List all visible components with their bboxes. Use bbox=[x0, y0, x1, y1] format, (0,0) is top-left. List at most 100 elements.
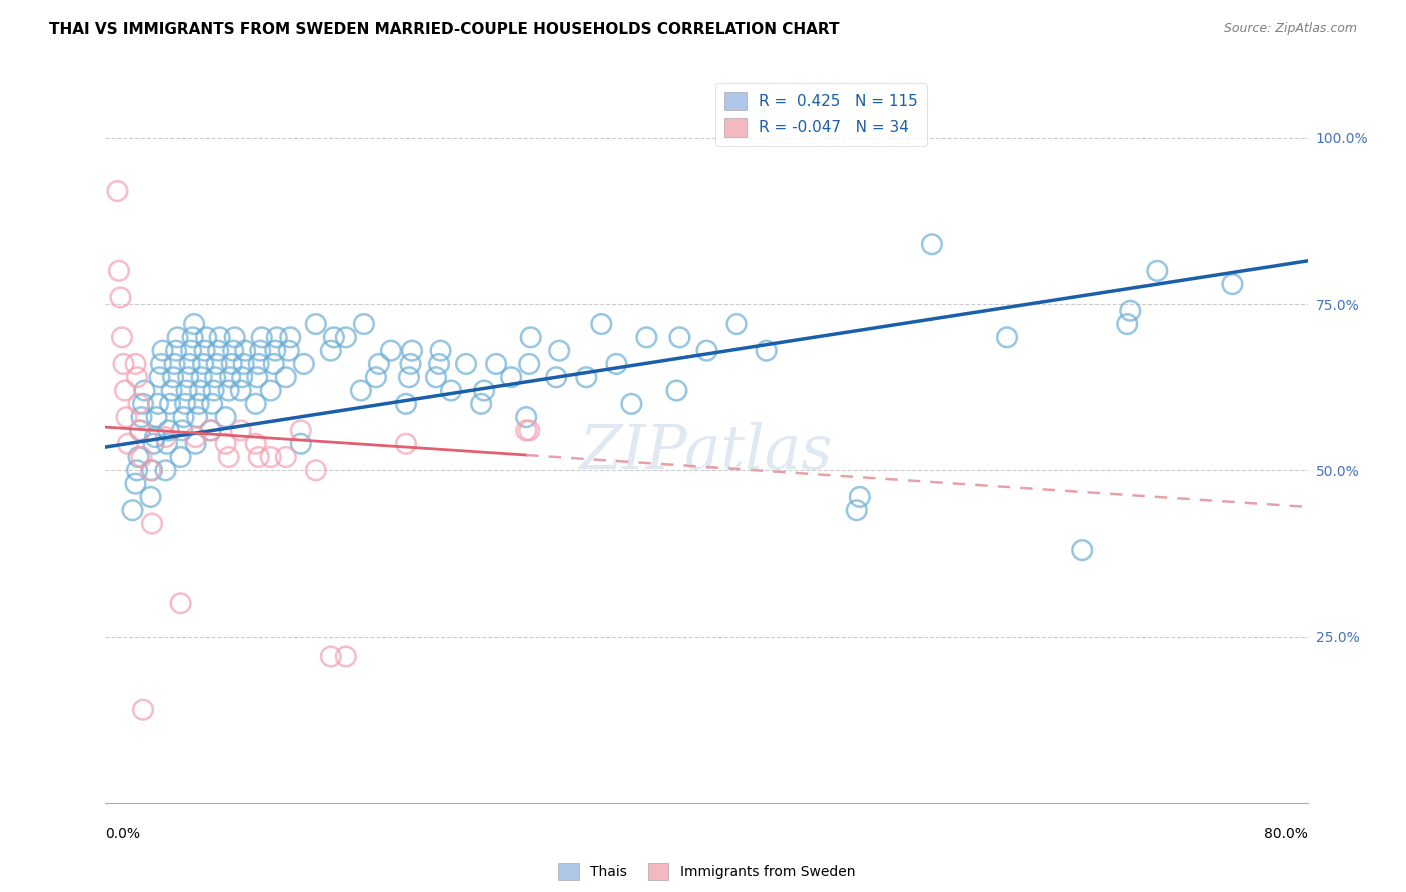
Point bbox=[188, 384, 211, 398]
Point bbox=[191, 357, 214, 371]
Point bbox=[1119, 303, 1142, 318]
Point bbox=[636, 330, 658, 344]
Point bbox=[121, 503, 143, 517]
Point bbox=[150, 357, 173, 371]
Point bbox=[995, 330, 1018, 344]
Point bbox=[214, 436, 236, 450]
Point bbox=[181, 330, 204, 344]
Point bbox=[157, 424, 180, 438]
Point bbox=[921, 237, 943, 252]
Text: 80.0%: 80.0% bbox=[1264, 827, 1308, 841]
Point bbox=[229, 424, 252, 438]
Point bbox=[143, 430, 166, 444]
Point bbox=[519, 330, 541, 344]
Legend: R =  0.425   N = 115, R = -0.047   N = 34: R = 0.425 N = 115, R = -0.047 N = 34 bbox=[714, 83, 927, 146]
Point bbox=[183, 317, 205, 331]
Point bbox=[166, 330, 188, 344]
Point bbox=[1116, 317, 1139, 331]
Point bbox=[204, 370, 226, 384]
Point bbox=[179, 357, 201, 371]
Point bbox=[139, 490, 162, 504]
Point bbox=[131, 450, 153, 464]
Point bbox=[205, 357, 228, 371]
Point bbox=[200, 424, 222, 438]
Point bbox=[515, 410, 537, 425]
Point bbox=[399, 357, 422, 371]
Point bbox=[429, 343, 451, 358]
Point bbox=[173, 410, 195, 425]
Point bbox=[548, 343, 571, 358]
Point bbox=[152, 343, 174, 358]
Point bbox=[180, 343, 202, 358]
Point bbox=[440, 384, 463, 398]
Point bbox=[132, 397, 155, 411]
Point bbox=[368, 357, 391, 371]
Point bbox=[163, 357, 186, 371]
Point bbox=[849, 490, 872, 504]
Point bbox=[162, 370, 184, 384]
Point bbox=[278, 330, 301, 344]
Point bbox=[128, 450, 150, 464]
Point bbox=[169, 450, 191, 464]
Point bbox=[845, 503, 868, 517]
Point bbox=[401, 343, 423, 358]
Point bbox=[112, 357, 135, 371]
Point bbox=[155, 430, 177, 444]
Point bbox=[194, 343, 217, 358]
Point bbox=[159, 397, 181, 411]
Point bbox=[131, 410, 153, 425]
Point bbox=[305, 463, 328, 477]
Point bbox=[176, 384, 198, 398]
Point bbox=[195, 330, 218, 344]
Point bbox=[139, 463, 162, 477]
Point bbox=[575, 370, 598, 384]
Text: 0.0%: 0.0% bbox=[105, 827, 141, 841]
Point bbox=[290, 436, 312, 450]
Point bbox=[184, 436, 207, 450]
Point bbox=[222, 343, 245, 358]
Point bbox=[208, 330, 231, 344]
Point bbox=[156, 436, 179, 450]
Point bbox=[224, 330, 246, 344]
Point bbox=[591, 317, 613, 331]
Point bbox=[485, 357, 508, 371]
Point bbox=[292, 357, 315, 371]
Point bbox=[335, 330, 357, 344]
Point bbox=[1071, 543, 1094, 558]
Point bbox=[218, 450, 240, 464]
Point bbox=[260, 450, 283, 464]
Point bbox=[1146, 264, 1168, 278]
Point bbox=[245, 397, 267, 411]
Point bbox=[245, 436, 267, 450]
Point bbox=[174, 397, 197, 411]
Point bbox=[454, 357, 477, 371]
Point bbox=[290, 424, 312, 438]
Point bbox=[335, 649, 357, 664]
Point bbox=[117, 436, 139, 450]
Point bbox=[274, 450, 297, 464]
Point bbox=[128, 397, 150, 411]
Point bbox=[472, 384, 495, 398]
Point bbox=[107, 184, 129, 198]
Point bbox=[214, 410, 236, 425]
Point bbox=[395, 436, 418, 450]
Point bbox=[129, 424, 152, 438]
Point bbox=[322, 330, 344, 344]
Point bbox=[696, 343, 718, 358]
Point bbox=[517, 424, 540, 438]
Point bbox=[110, 290, 132, 304]
Point bbox=[395, 397, 418, 411]
Point bbox=[115, 410, 138, 425]
Point bbox=[160, 384, 183, 398]
Point bbox=[145, 410, 167, 425]
Point bbox=[425, 370, 447, 384]
Point bbox=[277, 343, 299, 358]
Point bbox=[124, 476, 146, 491]
Point bbox=[184, 430, 207, 444]
Point bbox=[232, 357, 254, 371]
Point bbox=[263, 357, 285, 371]
Point bbox=[155, 463, 177, 477]
Point bbox=[219, 370, 242, 384]
Point bbox=[229, 384, 252, 398]
Point bbox=[546, 370, 568, 384]
